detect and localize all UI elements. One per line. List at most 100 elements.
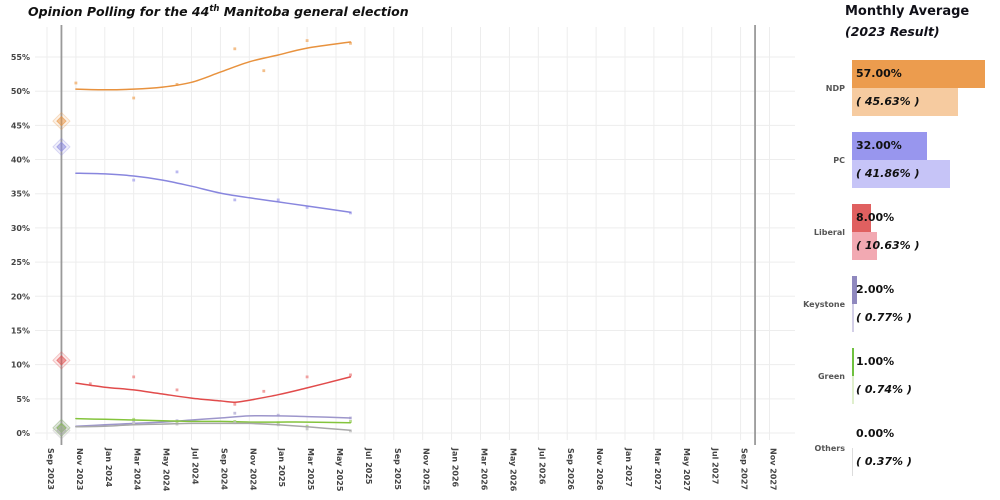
bar-fill [852,132,927,160]
poll-point [132,422,136,425]
panel-subtitle: (2023 Result) [845,24,940,39]
x-axis-labels: Sep 2023 Nov 2023 Jan 2024 Mar 2024 May 2024… [46,447,778,492]
x-tick-label: Jul 2024 [191,447,200,485]
bar-value-label: ( 0.37% ) [856,455,912,468]
bar-fill [852,304,854,332]
party-label: NDP [825,83,845,93]
x-tick-label: May 2027 [682,448,691,491]
chart-title-text: Opinion Polling for the 44 [28,4,210,20]
poll-point [262,69,266,73]
bar-value-label: 2.00% [856,283,895,296]
x-tick-label: Jul 2026 [537,447,546,485]
trend-line [75,41,352,91]
x-tick-label: Jan 2025 [277,447,286,488]
poll-point [175,388,179,392]
poll-point [276,198,280,202]
party-label: Others [814,443,845,453]
series-ndp [52,39,352,131]
x-tick-label: Jan 2027 [624,447,633,487]
poll-point [305,375,309,379]
election-result-bar: ( 0.74% ) [852,376,997,404]
party-group-green: Green 1.00% ( 0.74% ) [800,348,1000,404]
party-group-others: Others 0.00% ( 0.37% ) [800,420,1000,476]
party-label: Green [817,371,845,381]
y-tick-label: 5% [16,395,30,404]
bar-value-label: ( 0.74% ) [856,383,912,396]
poll-point [262,389,266,393]
poll-point [233,198,237,202]
election-result-bar: ( 0.37% ) [852,448,997,476]
election-result-bar: ( 10.63% ) [852,232,997,260]
bar-fill [852,276,857,304]
bar-value-label: 8.00% [856,211,895,224]
election-result-bar: ( 0.77% ) [852,304,997,332]
polling-chart-svg: 0% 5% 10% 15% 20% 25% 30% 35% 40% 45% 50% 55% Sep 20… [11,25,795,492]
monthly-average-bar: 32.00% [852,132,997,160]
chart-title-superscript: th [209,4,220,14]
series-others [52,421,352,440]
x-tick-label: Nov 2026 [595,448,604,491]
bar-fill [852,376,854,404]
poll-point [233,402,237,406]
bar-fill [852,232,877,260]
poll-point [175,420,179,424]
party-bars: 0.00% ( 0.37% ) [852,420,997,476]
y-tick-label: 15% [11,326,30,335]
bar-value-label: ( 10.63% ) [856,239,920,252]
election-result-bar: ( 41.86% ) [852,160,997,188]
x-tick-label: Jan 2026 [451,447,460,488]
x-tick-label: Mar 2025 [306,448,315,491]
x-tick-label: May 2024 [162,448,171,492]
party-label: PC [833,155,845,165]
party-bars: 2.00% ( 0.77% ) [852,276,997,332]
bar-value-label: ( 0.77% ) [856,311,912,324]
bar-value-label: 0.00% [856,427,895,440]
y-tick-label: 45% [11,121,30,130]
party-average-list: NDP 57.00% ( 45.63% ) PC 32.00% ( 41.86% ) Lib… [800,60,1000,492]
bar-fill [852,348,855,376]
y-tick-label: 30% [11,224,30,233]
party-bars: 1.00% ( 0.74% ) [852,348,997,404]
x-tick-label: Mar 2026 [480,448,489,491]
monthly-average-panel: Monthly Average (2023 Result) NDP 57.00% (… [800,0,1000,500]
bar-fill [852,204,871,232]
party-bars: 8.00% ( 10.63% ) [852,204,997,260]
party-group-pc: PC 32.00% ( 41.86% ) [800,132,1000,188]
grid [35,27,795,440]
monthly-average-bar: 1.00% [852,348,997,376]
monthly-average-bar: 57.00% [852,60,997,88]
trend-line [75,417,352,424]
y-tick-label: 20% [11,292,30,301]
poll-point [305,39,309,42]
poll-point [175,170,179,174]
bar-fill [852,60,985,88]
trend-line [75,414,352,427]
trend-line [75,172,352,213]
party-group-liberal: Liberal 8.00% ( 10.63% ) [800,204,1000,260]
series-pc [52,137,352,215]
bar-value-label: 57.00% [856,67,902,80]
x-tick-label: Jul 2025 [364,447,373,485]
y-tick-label: 25% [11,258,30,267]
bar-fill [852,88,959,116]
party-label: Keystone [803,299,845,309]
y-axis-labels: 0% 5% 10% 15% 20% 25% 30% 35% 40% 45% 50% 55% [11,53,30,438]
chart-title: Opinion Polling for the 44th Manitoba ge… [28,4,409,19]
poll-point [175,83,179,86]
poll-point [349,41,352,45]
trend-line [75,422,352,432]
result-diamond [56,141,67,153]
party-bars: 32.00% ( 41.86% ) [852,132,997,188]
trend-line [75,376,352,403]
poll-point [233,47,237,51]
x-tick-label: Nov 2025 [422,448,431,491]
bar-fill [852,160,950,188]
party-group-keystone: Keystone 2.00% ( 0.77% ) [800,276,1000,332]
poll-point [233,411,237,415]
x-tick-label: May 2026 [508,448,517,492]
poll-point [132,178,136,182]
y-tick-label: 40% [11,156,30,165]
bar-fill [852,448,853,476]
panel-title: Monthly Average [845,4,970,19]
monthly-average-bar: 8.00% [852,204,997,232]
